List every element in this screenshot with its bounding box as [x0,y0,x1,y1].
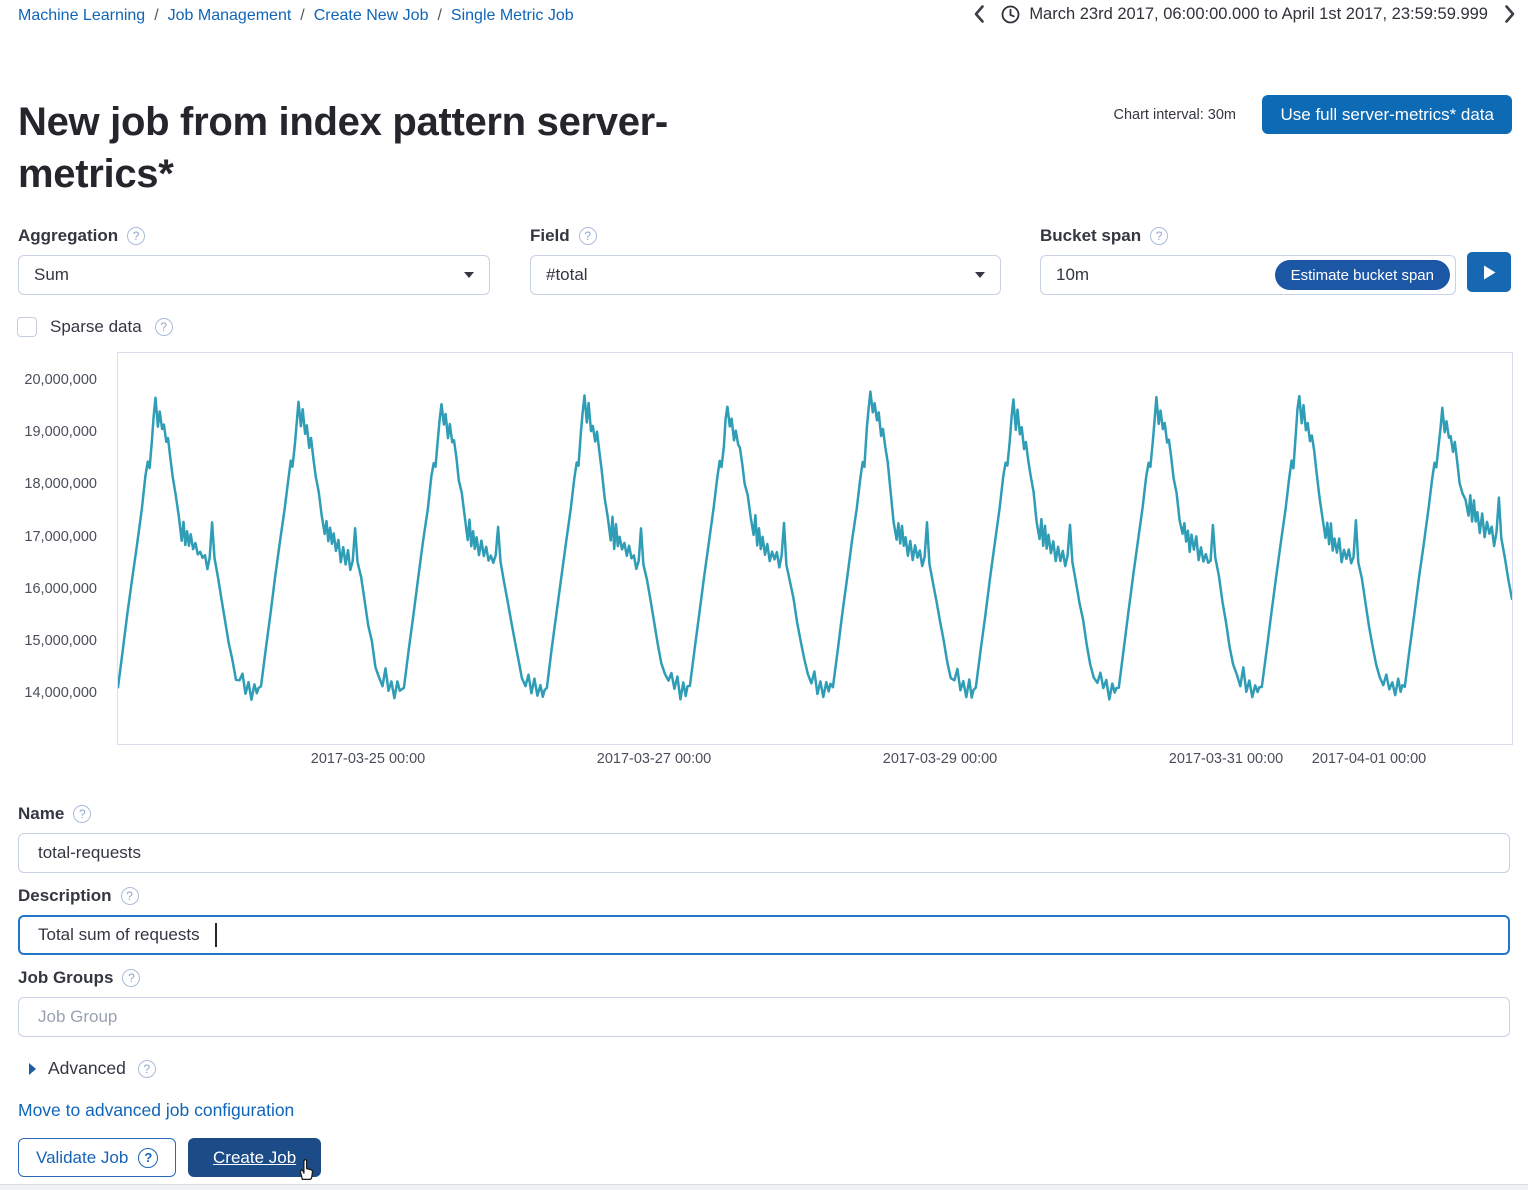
bucket-span-input[interactable] [1041,256,1251,294]
breadcrumb-separator: / [154,7,159,24]
bucket-span-label: Bucket span [1040,226,1142,245]
field-value: #total [546,265,588,284]
x-tick-label: 2017-03-31 00:00 [1168,751,1284,767]
y-tick-label: 17,000,000 [24,528,97,545]
y-axis-labels: 20,000,000 19,000,000 18,000,000 17,000,000… [0,352,107,745]
y-tick-label: 14,000,000 [24,685,97,702]
name-group: Name [18,804,1510,873]
breadcrumb-machine-learning[interactable]: Machine Learning [18,7,146,24]
name-label-row: Name [18,804,1510,824]
play-button[interactable] [1467,252,1511,292]
y-tick-label: 19,000,000 [24,423,97,440]
name-label: Name [18,804,65,823]
y-tick-label: 18,000,000 [24,476,97,493]
x-tick-label: 2017-03-29 00:00 [882,751,998,767]
help-icon[interactable] [154,318,173,336]
help-icon[interactable] [73,805,92,823]
field-select[interactable]: #total [530,255,1001,295]
breadcrumb-separator: / [437,7,442,24]
aggregation-group: Aggregation Sum [18,226,490,295]
y-tick-label: 20,000,000 [24,371,97,388]
job-description-input[interactable] [18,915,1510,955]
validate-job-label: Validate Job [36,1147,129,1167]
play-icon [1483,265,1495,279]
advanced-label: Advanced [48,1058,126,1078]
breadcrumb: Machine Learning / Job Management / Crea… [18,7,574,25]
chevron-left-icon[interactable] [973,4,985,24]
clock-icon [1001,5,1020,23]
disclosure-triangle-icon [29,1062,36,1075]
caret-down-icon [975,272,985,278]
bucket-span-label-row: Bucket span [1040,226,1456,246]
x-tick-label: 2017-03-25 00:00 [310,751,426,767]
description-field [18,915,1510,955]
text-cursor [215,923,217,947]
bottom-divider [0,1184,1528,1190]
advanced-toggle[interactable]: Advanced [29,1058,156,1079]
bucket-span-field: Estimate bucket span [1040,255,1456,295]
job-name-input[interactable] [18,833,1510,873]
help-icon[interactable] [127,227,146,245]
description-group: Description [18,886,1510,955]
breadcrumb-separator: / [300,7,305,24]
sparse-data-row: Sparse data [17,317,173,337]
help-icon [138,1147,159,1168]
validate-job-button[interactable]: Validate Job [18,1138,177,1177]
use-full-data-button[interactable]: Use full server-metrics* data [1262,95,1512,134]
time-range-bar: March 23rd 2017, 06:00:00.000 to April 1… [973,4,1516,24]
sparse-data-label: Sparse data [50,317,142,336]
time-range-text: March 23rd 2017, 06:00:00.000 to April 1… [1029,4,1488,23]
help-icon[interactable] [578,227,597,245]
estimate-bucket-span-button[interactable]: Estimate bucket span [1274,260,1450,290]
help-icon[interactable] [122,969,141,987]
sparse-data-checkbox[interactable] [17,317,37,337]
caret-down-icon [464,272,474,278]
job-groups-group: Job Groups [18,968,1510,1037]
help-icon[interactable] [120,887,139,905]
chart-interval-label: Chart interval: 30m [1113,107,1237,123]
y-tick-label: 15,000,000 [24,633,97,650]
time-range-picker[interactable]: March 23rd 2017, 06:00:00.000 to April 1… [1001,5,1488,24]
aggregation-label: Aggregation [18,226,119,245]
job-groups-input[interactable] [18,997,1510,1037]
breadcrumb-create-new-job[interactable]: Create New Job [313,7,429,24]
description-label: Description [18,886,112,905]
aggregation-label-row: Aggregation [18,226,490,246]
help-icon[interactable] [1150,227,1169,245]
field-label: Field [530,226,570,245]
metric-line [116,390,1514,701]
help-icon[interactable] [137,1059,156,1078]
job-groups-label: Job Groups [18,968,114,987]
description-label-row: Description [18,886,1510,906]
chevron-right-icon[interactable] [1504,4,1516,24]
move-to-advanced-link[interactable]: Move to advanced job configuration [18,1100,295,1120]
field-label-row: Field [530,226,1001,246]
x-axis-labels: 2017-03-25 00:00 2017-03-27 00:00 2017-03-… [118,751,1514,771]
chart-canvas [116,390,1514,701]
x-tick-label: 2017-03-27 00:00 [596,751,712,767]
mouse-cursor [299,1159,314,1181]
page-title: New job from index pattern server-metric… [18,100,668,196]
aggregation-value: Sum [34,265,69,284]
x-tick-label: 2017-04-01 00:00 [1311,751,1427,767]
bucket-span-group: Bucket span Estimate bucket span [1040,226,1456,295]
y-tick-label: 16,000,000 [24,580,97,597]
field-group: Field #total [530,226,1001,295]
metric-preview-chart [116,352,1514,745]
job-groups-label-row: Job Groups [18,968,1510,988]
breadcrumb-job-management[interactable]: Job Management [167,7,292,24]
create-job-button[interactable]: Create Job [188,1138,322,1177]
breadcrumb-single-metric-job[interactable]: Single Metric Job [450,7,574,24]
aggregation-select[interactable]: Sum [18,255,490,295]
